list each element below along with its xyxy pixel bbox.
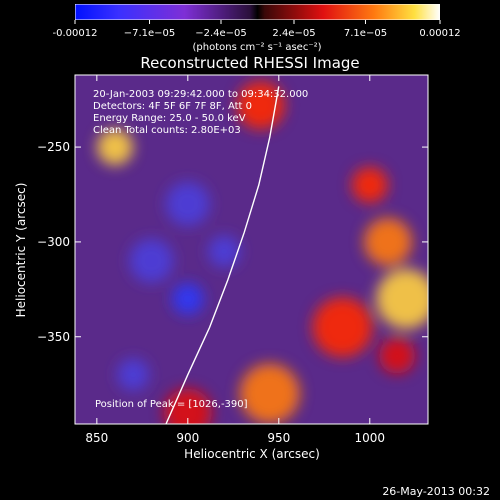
colorbar-tick-label: -0.00012 (53, 28, 98, 39)
annotation-time-range: 20-Jan-2003 09:29:42.000 to 09:34:32.000 (93, 89, 308, 100)
hot-region (351, 167, 388, 204)
annotation-clean-counts: Clean Total counts: 2.80E+03 (93, 125, 241, 136)
hot-region (163, 388, 212, 424)
cool-region (117, 358, 150, 391)
hot-region (376, 268, 428, 329)
colorbar-tick-labels: -0.00012 −7.1e−05 −2.4e−05 2.4e−05 7.1e−05 0.… (53, 28, 461, 39)
cool-region (165, 181, 210, 226)
hot-region (97, 129, 134, 166)
x-tick-label: 950 (267, 431, 290, 445)
hot-region (312, 297, 373, 358)
colorbar-tick-label: 2.4e−05 (272, 28, 315, 39)
y-tick-label: −250 (37, 140, 70, 154)
y-axis-label: Heliocentric Y (arcsec) (14, 183, 28, 318)
colorbar-tick-label: −2.4e−05 (195, 28, 247, 39)
hot-region (239, 363, 300, 424)
y-tick-label: −300 (37, 235, 70, 249)
chart-title: Reconstructed RHESSI Image (140, 54, 359, 72)
cool-regions (117, 181, 241, 391)
y-tick-label: −350 (37, 330, 70, 344)
hot-regions (97, 81, 428, 424)
colorbar (75, 4, 440, 20)
heatmap-image (75, 75, 428, 424)
plot-frame (74, 74, 429, 425)
colorbar-units: (photons cm⁻² s⁻¹ asec⁻²) (192, 42, 321, 53)
footer-date: 26-May-2013 00:32 (382, 485, 490, 498)
colorbar-tick-label: −7.1e−05 (124, 28, 176, 39)
cool-region (171, 282, 204, 315)
x-axis-ticks: 850 900 950 1000 (85, 75, 385, 445)
x-axis-label: Heliocentric X (arcsec) (184, 447, 320, 461)
x-tick-label: 900 (176, 431, 199, 445)
x-tick-label: 850 (85, 431, 108, 445)
annotation-detectors: Detectors: 4F 5F 6F 7F 8F, Att 0 (93, 101, 252, 112)
colorbar-ticks (74, 20, 441, 24)
cool-region (129, 238, 174, 283)
hot-region (379, 337, 416, 374)
annotation-block: 20-Jan-2003 09:29:42.000 to 09:34:32.000… (93, 89, 308, 136)
annotation-energy-range: Energy Range: 25.0 - 50.0 keV (93, 113, 246, 124)
solar-limb-line (165, 86, 280, 424)
y-axis-ticks: −250 −300 −350 (37, 140, 428, 344)
colorbar-tick-label: 7.1e−05 (344, 28, 387, 39)
peak-position-label: Position of Peak = [1026,-390] (95, 399, 248, 410)
colorbar-tick-label: 0.00012 (419, 28, 460, 39)
cool-region (208, 235, 241, 268)
x-tick-label: 1000 (354, 431, 385, 445)
hot-region (363, 217, 412, 266)
